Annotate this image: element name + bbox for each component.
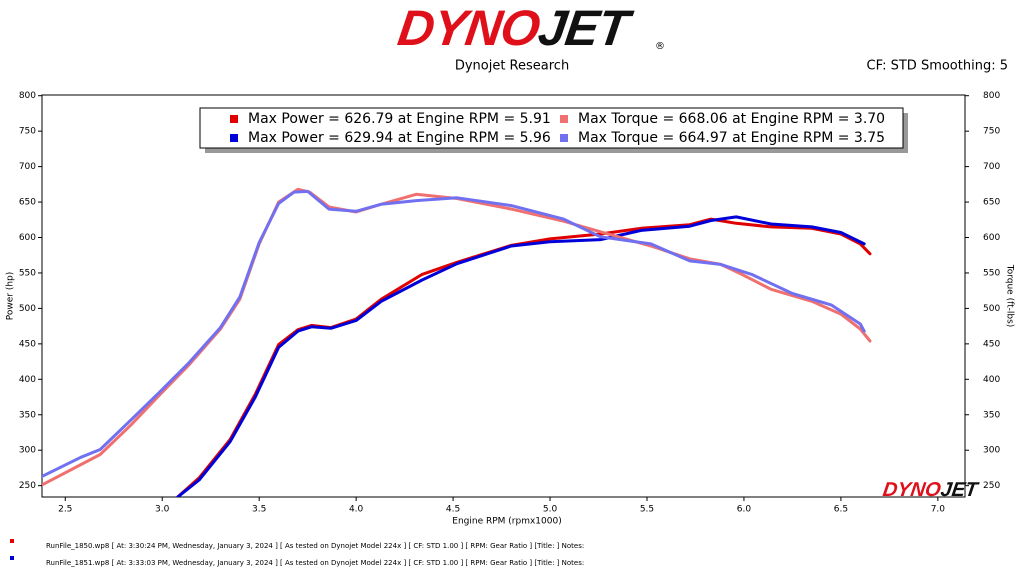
legend-box xyxy=(199,107,904,149)
y-tick-label: 800 xyxy=(19,91,36,101)
y-tick-label: 600 xyxy=(19,233,36,243)
x-tick-label: 4.0 xyxy=(349,505,364,515)
plot-frame xyxy=(41,94,966,498)
y2-tick-label: 300 xyxy=(983,446,1000,456)
x-tick-label: 2.5 xyxy=(58,505,72,515)
legend-label: Max Torque = 664.97 at Engine RPM = 3.75 xyxy=(578,130,885,146)
y2-tick-label: 500 xyxy=(983,304,1000,314)
y-tick-label: 350 xyxy=(19,410,36,420)
logo-black: JET xyxy=(535,0,637,56)
y2-tick-label: 250 xyxy=(983,481,1000,491)
legend-label: Max Torque = 668.06 at Engine RPM = 3.70 xyxy=(578,111,885,127)
y-tick-label: 450 xyxy=(19,339,36,349)
watermark: DYNOJET xyxy=(881,479,980,501)
x-tick-label: 6.0 xyxy=(737,505,752,515)
legend-swatch xyxy=(230,134,238,142)
y2-tick-label: 700 xyxy=(983,162,1000,172)
y2-axis-label: Torque (ft-lbs) xyxy=(1005,264,1015,328)
legend-swatch xyxy=(230,115,238,123)
y-tick-label: 250 xyxy=(19,481,36,491)
y-tick-label: 750 xyxy=(19,127,36,137)
logo: DYNOJET xyxy=(395,0,637,56)
y-tick-label: 650 xyxy=(19,198,36,208)
y-tick-label: 550 xyxy=(19,268,36,278)
run-swatch xyxy=(10,539,14,543)
x-tick-label: 3.5 xyxy=(252,505,266,515)
y-tick-label: 500 xyxy=(19,304,36,314)
legend-swatch xyxy=(560,134,568,142)
run-info: RunFile_1851.wp8 [ At: 3:33:03 PM, Wedne… xyxy=(46,559,584,567)
y-axis-label: Power (hp) xyxy=(6,272,16,321)
y2-tick-label: 650 xyxy=(983,198,1000,208)
y2-tick-label: 450 xyxy=(983,339,1000,349)
run-swatch xyxy=(10,556,14,560)
x-tick-label: 4.5 xyxy=(446,505,460,515)
legend-label: Max Power = 626.79 at Engine RPM = 5.91 xyxy=(248,111,551,127)
x-tick-label: 6.5 xyxy=(834,505,848,515)
y-tick-label: 400 xyxy=(19,375,36,385)
annotation: CF: STD Smoothing: 5 xyxy=(867,59,1008,74)
logo-registered: ® xyxy=(655,41,665,52)
x-tick-label: 3.0 xyxy=(155,505,170,515)
series-line xyxy=(42,189,866,478)
y2-tick-label: 750 xyxy=(983,127,1000,137)
y2-tick-label: 350 xyxy=(983,410,1000,420)
y-tick-label: 700 xyxy=(19,162,36,172)
watermark-red: DYNO xyxy=(881,479,942,501)
x-tick-label: 5.0 xyxy=(543,505,558,515)
x-tick-label: 5.5 xyxy=(640,505,654,515)
run-info: RunFile_1850.wp8 [ At: 3:30:24 PM, Wedne… xyxy=(46,542,584,550)
y-tick-label: 300 xyxy=(19,446,36,456)
y2-tick-label: 550 xyxy=(983,268,1000,278)
series-line xyxy=(176,215,866,497)
logo-red: DYNO xyxy=(395,0,544,56)
subtitle: Dynojet Research xyxy=(455,59,569,74)
legend-swatch xyxy=(560,115,568,123)
legend-label: Max Power = 629.94 at Engine RPM = 5.96 xyxy=(248,130,551,146)
watermark-black: JET xyxy=(939,479,980,501)
y2-tick-label: 800 xyxy=(983,91,1000,101)
y2-tick-label: 400 xyxy=(983,375,1000,385)
x-tick-label: 7.0 xyxy=(931,505,946,515)
plot-lines xyxy=(42,187,872,497)
x-axis-label: Engine RPM (rpmx1000) xyxy=(452,517,561,527)
y2-tick-label: 600 xyxy=(983,233,1000,243)
